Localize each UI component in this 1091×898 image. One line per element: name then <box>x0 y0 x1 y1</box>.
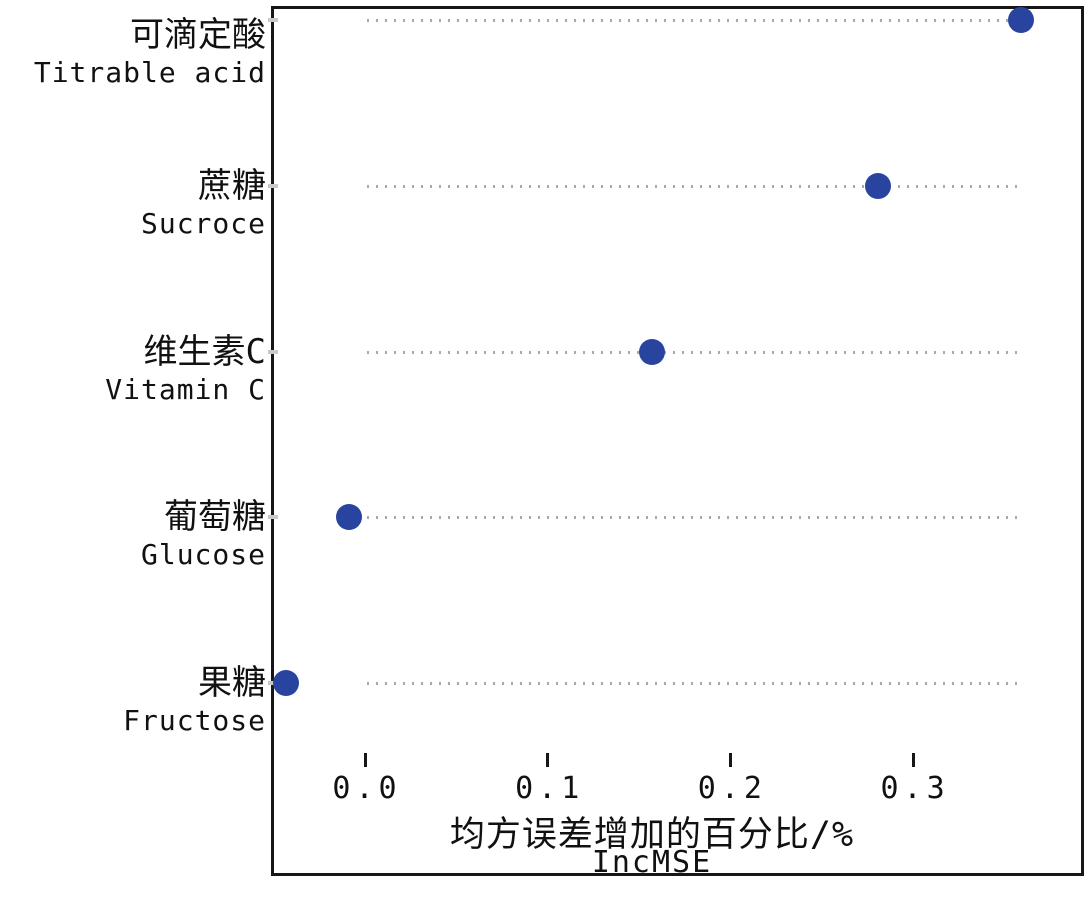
category-label: 维生素C Vitamin C <box>0 331 266 407</box>
data-point-dot <box>335 504 362 531</box>
data-point-dot <box>865 172 892 199</box>
category-gridline <box>366 516 1019 520</box>
category-label-en: Glucose <box>140 538 266 572</box>
y-axis-tick <box>268 515 278 520</box>
category-label-en: Sucroce <box>140 206 266 240</box>
data-point-dot <box>273 670 300 696</box>
x-axis-tick <box>546 753 550 767</box>
x-tick-label: 0.3 <box>880 771 950 806</box>
x-axis-tick <box>363 753 367 767</box>
category-label-en: Vitamin C <box>105 372 266 406</box>
category-label-cn: 可滴定酸 <box>130 15 266 55</box>
category-label-en: Fructose <box>123 704 266 737</box>
x-axis-title-cn: 均方误差增加的百分比/% <box>449 815 855 855</box>
x-tick-label: 0.2 <box>697 771 767 806</box>
category-label-cn: 维生素C <box>143 331 266 372</box>
y-axis-tick <box>268 349 278 354</box>
category-label-cn: 蔗糖 <box>198 165 266 206</box>
x-axis-tick <box>911 753 915 767</box>
category-label: 可滴定酸 Titrable acid <box>0 14 266 90</box>
category-label: 果糖 Fructose <box>0 662 266 738</box>
plot-frame <box>271 6 1084 876</box>
x-axis-tick <box>728 753 732 767</box>
category-gridline <box>366 682 1019 685</box>
category-gridline <box>366 19 1019 22</box>
x-tick-label: 0.1 <box>515 771 585 806</box>
category-label: 蔗糖 Sucroce <box>0 165 266 241</box>
y-axis-tick <box>268 681 278 685</box>
x-tick-label: 0.0 <box>332 771 402 806</box>
category-label-cn: 果糖 <box>198 663 266 703</box>
y-axis-tick <box>268 18 278 22</box>
data-point-dot <box>1007 7 1034 33</box>
category-label-en: Titrable acid <box>33 56 266 89</box>
y-axis-tick <box>268 183 278 188</box>
category-gridline <box>366 350 1019 354</box>
category-label: 葡萄糖 Glucose <box>0 496 266 572</box>
category-label-cn: 葡萄糖 <box>164 497 266 538</box>
category-gridline <box>366 184 1019 188</box>
data-point-dot <box>638 338 665 365</box>
x-axis-title-en: IncMSE <box>591 845 713 880</box>
